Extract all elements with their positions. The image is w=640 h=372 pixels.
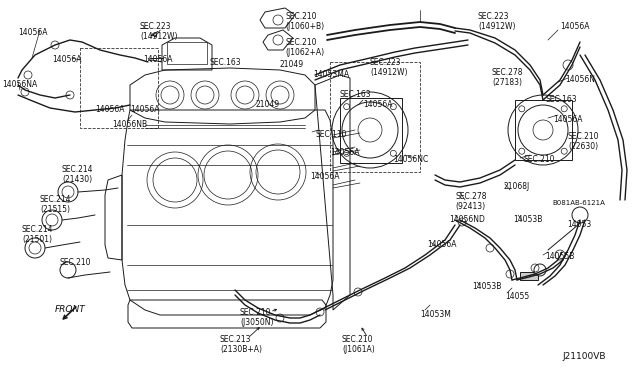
Circle shape (534, 264, 546, 276)
Text: 14056A: 14056A (330, 148, 360, 157)
Text: 14056A: 14056A (553, 115, 582, 124)
Text: SEC.278
(92413): SEC.278 (92413) (455, 192, 486, 211)
Text: J21100VB: J21100VB (562, 352, 605, 361)
Text: 14053: 14053 (567, 220, 591, 229)
Text: 14056A: 14056A (130, 105, 159, 114)
Bar (340, 98, 402, 163)
Text: SEC.163: SEC.163 (340, 90, 372, 99)
Text: 14053MA: 14053MA (313, 70, 349, 79)
Text: SEC.210: SEC.210 (524, 155, 556, 164)
Text: 21049: 21049 (255, 100, 279, 109)
Text: FRONT: FRONT (55, 305, 86, 314)
Text: SEC.163: SEC.163 (210, 58, 242, 67)
Text: 14056A: 14056A (363, 100, 392, 109)
Text: 14055: 14055 (505, 292, 529, 301)
Text: B081AB-6121A: B081AB-6121A (552, 200, 605, 206)
Text: SEC.210
(J3050N): SEC.210 (J3050N) (240, 308, 273, 327)
Bar (330, 62, 420, 172)
Text: 14056A: 14056A (95, 105, 125, 114)
Text: 14056NA: 14056NA (2, 80, 37, 89)
Text: SEC.214
(21430): SEC.214 (21430) (62, 165, 93, 185)
Text: 14056ND: 14056ND (449, 215, 485, 224)
Text: SEC.223
(14912W): SEC.223 (14912W) (140, 22, 177, 41)
Text: 14056A: 14056A (427, 240, 456, 249)
Text: 21049: 21049 (280, 60, 304, 69)
Text: 14053M: 14053M (420, 310, 451, 319)
Text: 14056NC: 14056NC (393, 155, 428, 164)
Text: 14053B: 14053B (513, 215, 542, 224)
Text: 14055B: 14055B (545, 252, 574, 261)
Text: SEC.210: SEC.210 (60, 258, 92, 267)
Text: 14056A: 14056A (18, 28, 47, 37)
Text: 14056N: 14056N (565, 75, 595, 84)
Bar (80, 48, 158, 128)
Bar (167, 42, 207, 64)
Text: SEC.213
(2130B+A): SEC.213 (2130B+A) (220, 335, 262, 355)
Text: 14053B: 14053B (472, 282, 501, 291)
Bar (515, 100, 572, 160)
Text: 14056A: 14056A (560, 22, 589, 31)
Text: SEC.214
(21515): SEC.214 (21515) (40, 195, 72, 214)
Text: SEC.210
(22630): SEC.210 (22630) (568, 132, 600, 151)
Text: SEC.210
(J1060+B): SEC.210 (J1060+B) (285, 12, 324, 31)
Bar (520, 272, 538, 280)
Text: SEC.210
(J1062+A): SEC.210 (J1062+A) (285, 38, 324, 57)
Text: SEC.223
(14912W): SEC.223 (14912W) (478, 12, 515, 31)
Text: SEC.163: SEC.163 (545, 95, 577, 104)
Text: 14056A: 14056A (143, 55, 173, 64)
Text: 14056NB: 14056NB (112, 120, 147, 129)
Text: SEC.223
(14912W): SEC.223 (14912W) (370, 58, 408, 77)
Text: 21068J: 21068J (504, 182, 531, 191)
Text: SEC.110: SEC.110 (315, 130, 346, 139)
Text: SEC.278
(27183): SEC.278 (27183) (492, 68, 524, 87)
Text: 14056A: 14056A (310, 172, 339, 181)
Text: 14056A: 14056A (52, 55, 81, 64)
Text: SEC.210
(J1061A): SEC.210 (J1061A) (342, 335, 375, 355)
Text: SEC.214
(21501): SEC.214 (21501) (22, 225, 54, 244)
